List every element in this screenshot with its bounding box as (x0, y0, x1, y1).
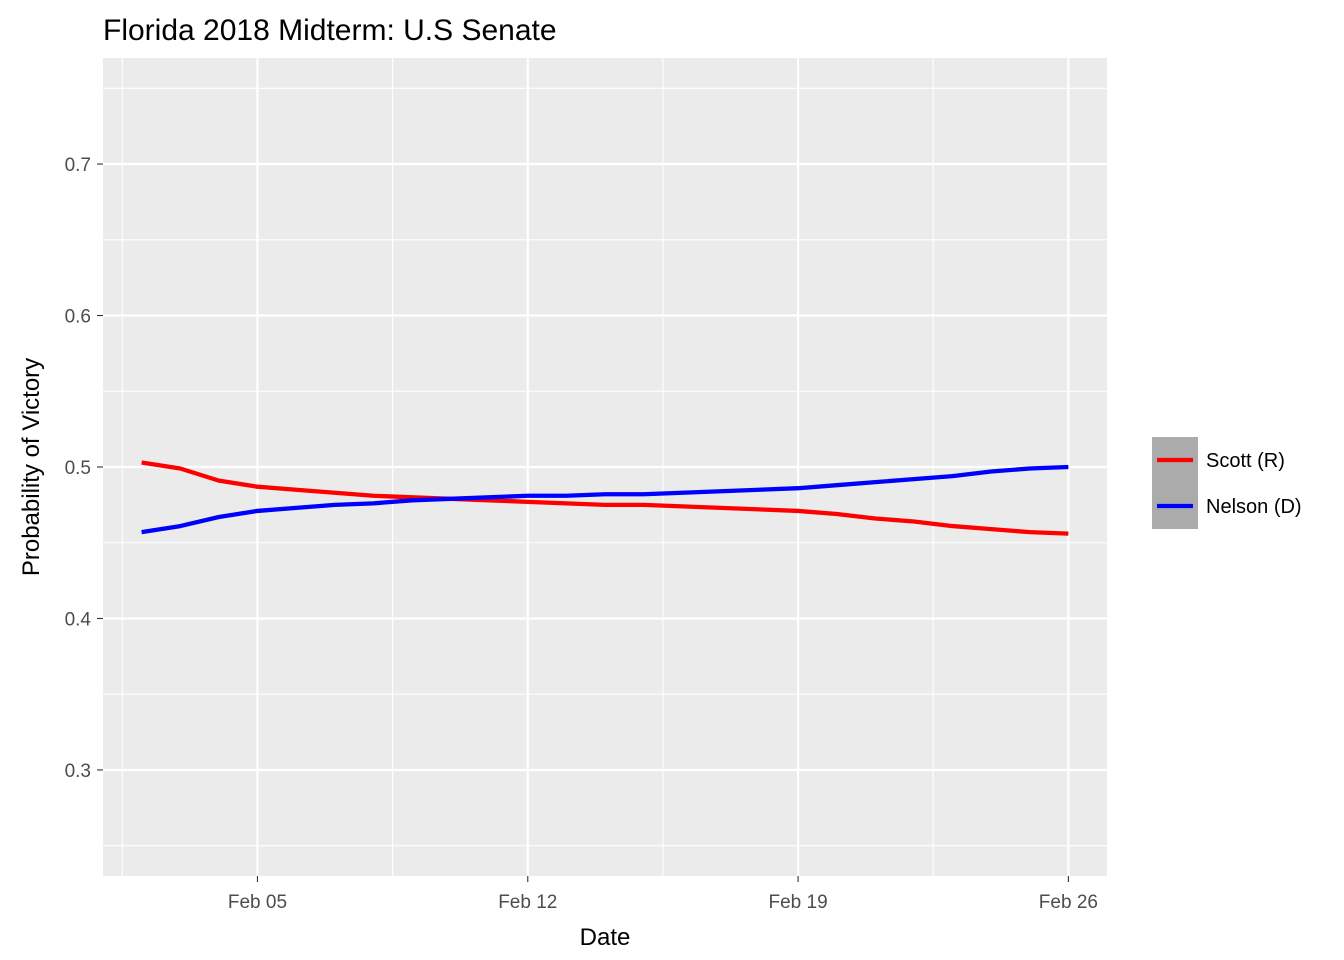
y-tick-label: 0.4 (65, 609, 92, 630)
x-axis-title: Date (580, 924, 631, 951)
y-axis: 0.3 0.4 0.5 0.6 0.7 (65, 155, 103, 782)
x-tick-label: Feb 19 (768, 892, 827, 913)
y-axis-title: Probability of Victory (18, 358, 45, 576)
y-tick-label: 0.5 (65, 458, 91, 479)
y-tick-label: 0.3 (65, 761, 91, 782)
y-tick-label: 0.7 (65, 155, 91, 176)
x-tick-label: Feb 12 (498, 892, 557, 913)
chart-title: Florida 2018 Midterm: U.S Senate (103, 14, 557, 47)
legend: Scott (R) Nelson (D) (1152, 437, 1302, 529)
legend-label: Scott (R) (1206, 450, 1285, 472)
x-tick-label: Feb 26 (1039, 892, 1098, 913)
x-tick-label: Feb 05 (228, 892, 287, 913)
y-tick-label: 0.6 (65, 307, 91, 328)
x-axis: Feb 05 Feb 12 Feb 19 Feb 26 (228, 876, 1098, 913)
legend-label: Nelson (D) (1206, 496, 1302, 518)
